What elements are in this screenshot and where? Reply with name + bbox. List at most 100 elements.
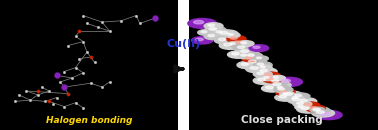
- Circle shape: [231, 40, 249, 46]
- Circle shape: [306, 105, 325, 112]
- Circle shape: [316, 110, 342, 120]
- Circle shape: [313, 108, 318, 110]
- FancyBboxPatch shape: [189, 0, 378, 130]
- Circle shape: [260, 72, 280, 79]
- Circle shape: [244, 58, 266, 66]
- Circle shape: [273, 83, 281, 86]
- Circle shape: [281, 79, 290, 82]
- Circle shape: [218, 38, 226, 41]
- Circle shape: [271, 80, 279, 82]
- Circle shape: [304, 103, 311, 106]
- Circle shape: [291, 93, 310, 99]
- Circle shape: [220, 31, 228, 34]
- Circle shape: [274, 86, 293, 93]
- Circle shape: [228, 34, 233, 35]
- Circle shape: [215, 30, 238, 38]
- Circle shape: [248, 54, 254, 56]
- Circle shape: [213, 30, 229, 35]
- Circle shape: [246, 65, 268, 73]
- Circle shape: [261, 75, 276, 81]
- Circle shape: [232, 52, 239, 55]
- Circle shape: [309, 107, 330, 114]
- Circle shape: [227, 42, 242, 47]
- Circle shape: [279, 90, 287, 93]
- Circle shape: [201, 31, 207, 33]
- Circle shape: [267, 78, 288, 86]
- Circle shape: [253, 71, 272, 77]
- Circle shape: [277, 86, 282, 88]
- FancyArrowPatch shape: [175, 66, 183, 72]
- Circle shape: [237, 41, 254, 46]
- Circle shape: [257, 65, 272, 70]
- Circle shape: [225, 32, 240, 38]
- Circle shape: [289, 96, 304, 101]
- Text: Halogen bonding: Halogen bonding: [46, 116, 132, 125]
- Circle shape: [236, 48, 259, 56]
- Circle shape: [204, 33, 223, 40]
- Circle shape: [253, 46, 260, 48]
- Circle shape: [276, 77, 302, 86]
- Circle shape: [209, 28, 217, 30]
- Circle shape: [226, 36, 246, 42]
- Circle shape: [257, 63, 263, 65]
- Circle shape: [284, 93, 292, 95]
- Circle shape: [321, 112, 330, 116]
- Circle shape: [224, 43, 232, 46]
- Circle shape: [310, 107, 325, 112]
- Circle shape: [300, 99, 307, 102]
- Circle shape: [230, 43, 235, 44]
- Circle shape: [310, 106, 317, 109]
- Circle shape: [253, 77, 276, 85]
- Circle shape: [280, 91, 302, 99]
- Circle shape: [275, 94, 296, 101]
- Text: Close packing: Close packing: [241, 115, 322, 125]
- Circle shape: [266, 77, 273, 80]
- Circle shape: [256, 57, 262, 59]
- Circle shape: [233, 44, 254, 52]
- Circle shape: [253, 56, 268, 61]
- Circle shape: [249, 45, 269, 51]
- Circle shape: [188, 18, 217, 28]
- Circle shape: [316, 111, 324, 113]
- Circle shape: [274, 85, 289, 90]
- Circle shape: [257, 72, 263, 74]
- Circle shape: [241, 63, 249, 65]
- Circle shape: [297, 105, 319, 113]
- Circle shape: [296, 98, 317, 105]
- Circle shape: [287, 96, 310, 104]
- Circle shape: [268, 81, 291, 89]
- Circle shape: [242, 55, 261, 62]
- Circle shape: [237, 46, 245, 48]
- Circle shape: [313, 108, 321, 111]
- Circle shape: [208, 24, 214, 26]
- Circle shape: [198, 30, 214, 35]
- Circle shape: [208, 34, 214, 37]
- Circle shape: [262, 85, 283, 92]
- Circle shape: [312, 109, 335, 117]
- Circle shape: [295, 105, 310, 110]
- Circle shape: [264, 73, 271, 76]
- Circle shape: [278, 88, 284, 90]
- Circle shape: [216, 31, 222, 33]
- Circle shape: [264, 76, 269, 78]
- Circle shape: [194, 20, 204, 24]
- Circle shape: [298, 106, 303, 108]
- Circle shape: [196, 38, 203, 41]
- Text: Cu(II): Cu(II): [166, 39, 200, 49]
- Circle shape: [228, 51, 249, 58]
- Circle shape: [300, 102, 320, 109]
- FancyBboxPatch shape: [0, 0, 178, 130]
- Circle shape: [205, 26, 226, 34]
- Circle shape: [250, 67, 258, 69]
- Circle shape: [230, 37, 237, 39]
- Circle shape: [241, 42, 246, 44]
- Circle shape: [276, 89, 295, 96]
- Circle shape: [297, 102, 303, 104]
- Circle shape: [293, 101, 312, 107]
- Circle shape: [256, 68, 277, 75]
- Circle shape: [295, 94, 302, 97]
- Circle shape: [241, 54, 246, 56]
- Circle shape: [270, 75, 285, 81]
- Circle shape: [273, 76, 279, 78]
- Circle shape: [283, 93, 288, 95]
